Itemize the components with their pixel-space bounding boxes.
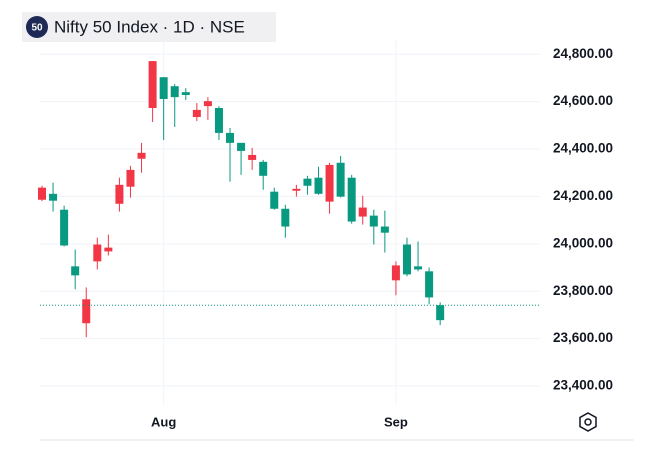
candle-body xyxy=(104,247,113,252)
candle-body xyxy=(115,184,124,204)
candle-body xyxy=(38,187,46,200)
candle-body xyxy=(159,77,168,100)
candle-body xyxy=(303,178,312,186)
candle-body xyxy=(226,132,235,143)
candle-body xyxy=(402,244,411,275)
candle-body xyxy=(214,108,223,133)
candle-body xyxy=(192,109,201,118)
candle-body xyxy=(71,266,80,276)
candle-body xyxy=(425,271,434,298)
candle-body xyxy=(137,152,146,159)
candle-body xyxy=(126,169,135,187)
candle-body xyxy=(270,191,279,209)
candle-body xyxy=(181,92,190,95)
candle-body xyxy=(358,207,367,217)
candle-body xyxy=(292,188,301,191)
candle-body xyxy=(325,164,334,202)
candle-body xyxy=(93,244,102,262)
candle-body xyxy=(336,162,345,197)
y-tick-label: 24,800.00 xyxy=(553,46,613,61)
candle-body xyxy=(369,215,378,227)
badge-text: 50 xyxy=(31,23,43,34)
y-tick-label: 23,600.00 xyxy=(553,330,613,345)
candle-body xyxy=(60,209,69,246)
candle-body xyxy=(248,154,257,160)
candle-body xyxy=(436,305,445,321)
settings-icon[interactable] xyxy=(579,412,597,432)
candle-body xyxy=(203,101,212,107)
candle-body xyxy=(148,61,157,109)
candle-body xyxy=(391,265,400,281)
candle-body xyxy=(49,193,58,201)
x-tick-label: Sep xyxy=(384,414,408,429)
candle-body xyxy=(170,86,179,98)
y-tick-label: 24,400.00 xyxy=(553,141,613,156)
settings-icon-center[interactable] xyxy=(584,418,592,426)
y-tick-label: 24,200.00 xyxy=(553,188,613,203)
y-tick-label: 24,000.00 xyxy=(553,235,613,250)
candle-body xyxy=(281,208,290,227)
y-tick-label: 23,800.00 xyxy=(553,283,613,298)
candle-body xyxy=(314,177,323,194)
x-tick-label: Aug xyxy=(151,414,176,429)
candle-body xyxy=(259,161,268,176)
y-tick-label: 23,400.00 xyxy=(553,378,613,393)
candle-body xyxy=(237,142,246,151)
candle-body xyxy=(380,226,389,233)
candle-body xyxy=(347,177,356,222)
title-box xyxy=(22,12,276,42)
y-tick-label: 24,600.00 xyxy=(553,93,613,108)
candle-body xyxy=(414,266,423,270)
chart-title: Nifty 50 Index · 1D · NSE xyxy=(54,17,245,36)
candle-body xyxy=(82,299,91,324)
badge xyxy=(26,16,48,38)
